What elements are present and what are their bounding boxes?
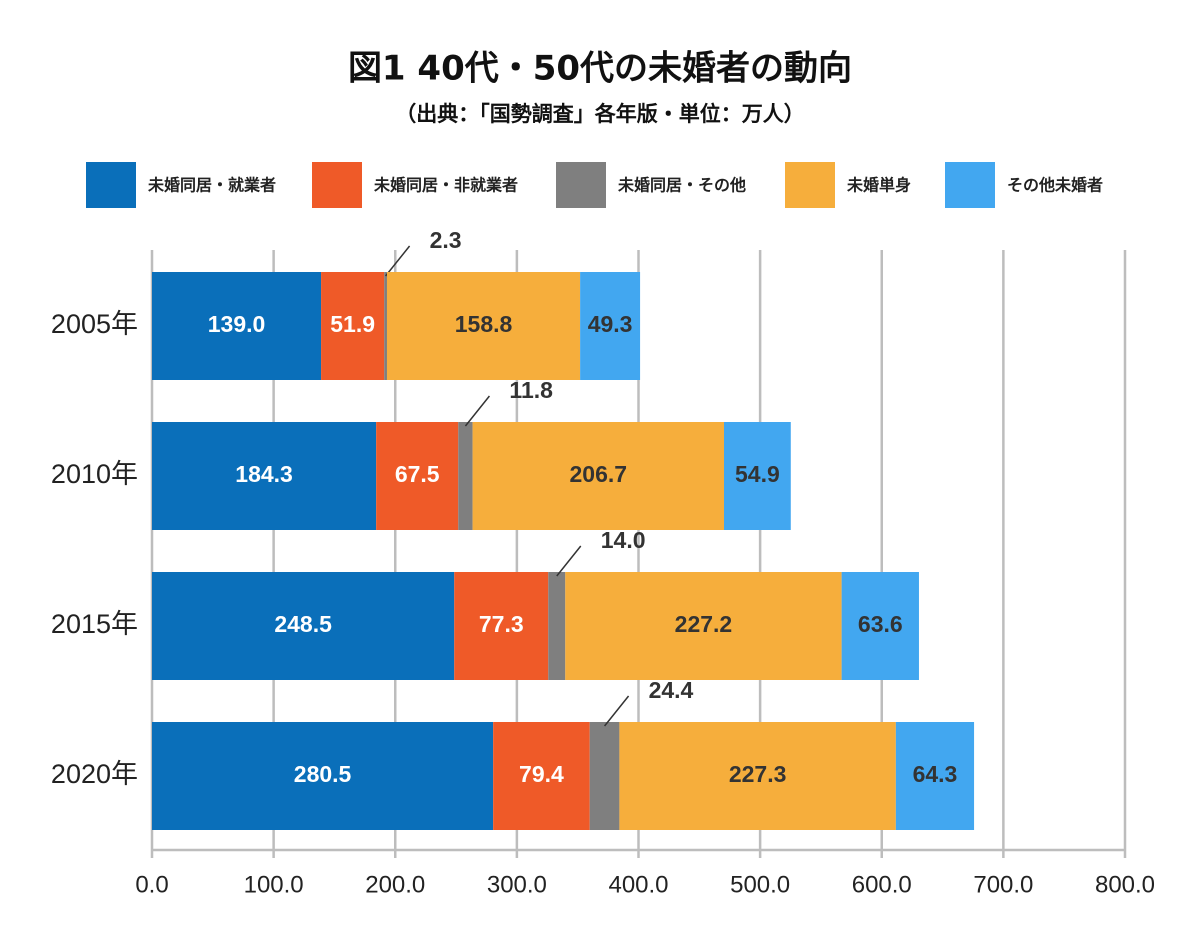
legend-label: 未婚同居・その他 bbox=[617, 176, 746, 195]
bar-segment bbox=[152, 572, 455, 680]
legend-label: 未婚同居・就業者 bbox=[147, 176, 276, 195]
bar-segment bbox=[321, 272, 385, 380]
bar-segment bbox=[619, 722, 896, 830]
x-tick-label: 0.0 bbox=[135, 871, 168, 898]
x-tick-label: 500.0 bbox=[730, 871, 790, 898]
bar-segment bbox=[386, 272, 581, 380]
bar-segment bbox=[493, 722, 590, 830]
value-label: 77.3 bbox=[479, 611, 524, 637]
value-label: 11.8 bbox=[509, 377, 553, 403]
legend-swatch bbox=[785, 162, 835, 208]
bar-segment bbox=[454, 572, 549, 680]
leader-line bbox=[603, 695, 630, 727]
value-label: 64.3 bbox=[913, 761, 958, 787]
value-label: 14.0 bbox=[601, 527, 646, 553]
bar-segment bbox=[580, 272, 641, 380]
bar-segment bbox=[458, 422, 473, 530]
legend-swatch bbox=[556, 162, 606, 208]
bar-segment bbox=[565, 572, 842, 680]
value-label: 206.7 bbox=[570, 461, 628, 487]
leader-line bbox=[384, 245, 411, 277]
x-tick-label: 800.0 bbox=[1095, 871, 1155, 898]
bar-segment bbox=[384, 272, 387, 380]
x-tick-label: 200.0 bbox=[365, 871, 425, 898]
leader-line bbox=[556, 545, 582, 577]
legend-label: 未婚単身 bbox=[846, 176, 911, 195]
leader-line bbox=[464, 395, 491, 427]
legend-swatch bbox=[86, 162, 136, 208]
x-tick-label: 700.0 bbox=[973, 871, 1033, 898]
x-tick-label: 400.0 bbox=[608, 871, 668, 898]
bar-segment bbox=[152, 422, 377, 530]
value-label: 227.3 bbox=[729, 761, 787, 787]
value-label: 280.5 bbox=[294, 761, 352, 787]
value-label: 79.4 bbox=[519, 761, 564, 787]
bar-segment bbox=[152, 272, 322, 380]
bar-segment bbox=[376, 422, 459, 530]
y-tick-label: 2005年 bbox=[51, 309, 138, 339]
value-label: 227.2 bbox=[675, 611, 733, 637]
y-tick-label: 2010年 bbox=[51, 459, 138, 489]
chart-subtitle: （出典：「国勢調査」各年版・単位：万人） bbox=[395, 102, 805, 126]
x-tick-label: 100.0 bbox=[244, 871, 304, 898]
y-tick-label: 2020年 bbox=[51, 759, 138, 789]
value-label: 248.5 bbox=[274, 611, 332, 637]
bar-segment bbox=[895, 722, 975, 830]
value-label: 63.6 bbox=[858, 611, 903, 637]
value-label: 67.5 bbox=[395, 461, 440, 487]
bar-segment bbox=[841, 572, 919, 680]
bar-segment bbox=[152, 722, 494, 830]
legend-swatch bbox=[945, 162, 995, 208]
bar-segment bbox=[724, 422, 791, 530]
bar-segment bbox=[472, 422, 725, 530]
x-tick-label: 600.0 bbox=[852, 871, 912, 898]
bar-segment bbox=[548, 572, 566, 680]
x-tick-label: 300.0 bbox=[487, 871, 547, 898]
value-label: 158.8 bbox=[455, 311, 513, 337]
value-label: 51.9 bbox=[330, 311, 375, 337]
value-label: 2.3 bbox=[430, 227, 462, 253]
value-label: 139.0 bbox=[208, 311, 266, 337]
value-label: 24.4 bbox=[649, 677, 694, 703]
bar-segment bbox=[589, 722, 620, 830]
value-label: 54.9 bbox=[735, 461, 780, 487]
value-label: 184.3 bbox=[235, 461, 293, 487]
chart-title: 図1 40代・50代の未婚者の動向 bbox=[348, 49, 852, 89]
y-tick-label: 2015年 bbox=[51, 609, 138, 639]
legend-swatch bbox=[312, 162, 362, 208]
legend-label: 未婚同居・非就業者 bbox=[373, 176, 518, 195]
value-label: 49.3 bbox=[588, 311, 633, 337]
legend-label: その他未婚者 bbox=[1007, 176, 1103, 195]
